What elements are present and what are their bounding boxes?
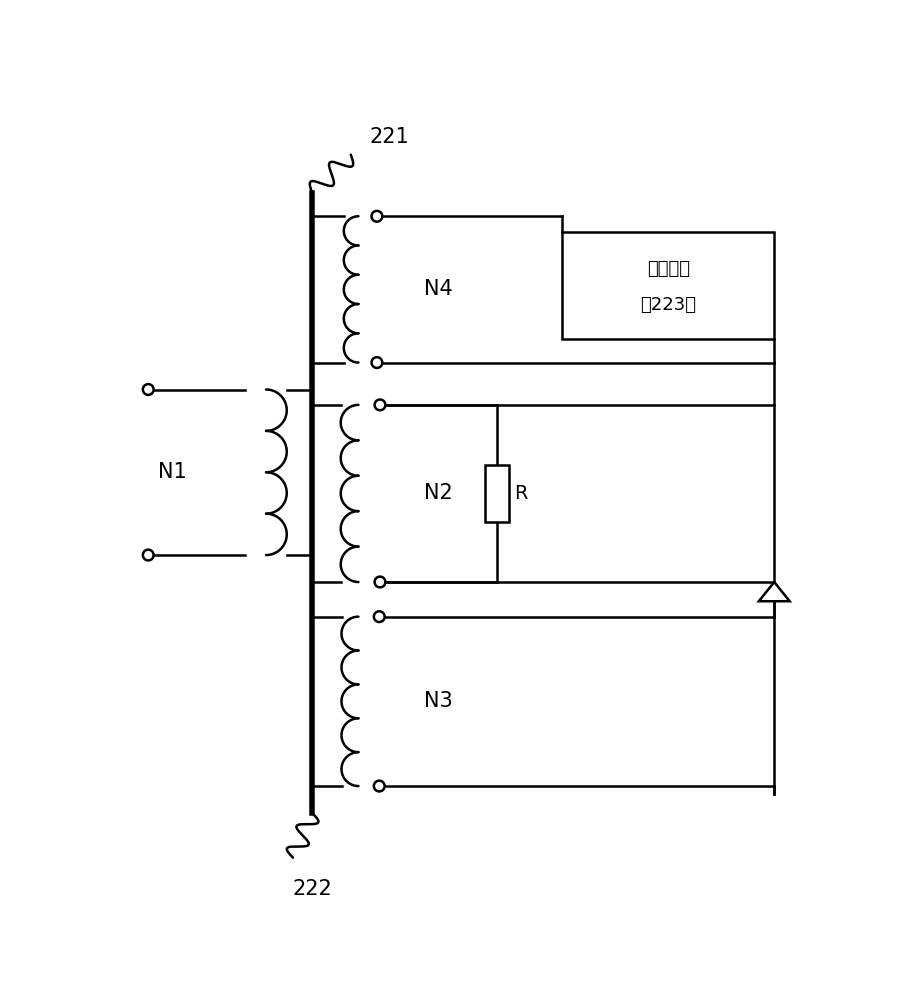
Text: 221: 221	[370, 127, 410, 147]
Circle shape	[372, 211, 383, 222]
Text: （223）: （223）	[640, 296, 696, 314]
Circle shape	[143, 384, 154, 395]
Polygon shape	[759, 582, 790, 601]
Circle shape	[372, 357, 383, 368]
Bar	[484, 465, 509, 522]
Text: 222: 222	[293, 879, 333, 899]
Circle shape	[375, 400, 385, 410]
Bar	[563, 232, 774, 339]
Circle shape	[374, 611, 385, 622]
Text: N1: N1	[158, 462, 187, 482]
Circle shape	[143, 550, 154, 560]
Text: N2: N2	[424, 483, 453, 503]
Text: 补偿电路: 补偿电路	[647, 260, 690, 278]
Circle shape	[374, 781, 385, 791]
Text: N4: N4	[424, 279, 453, 299]
Circle shape	[375, 577, 385, 587]
Text: N3: N3	[424, 691, 453, 711]
Text: R: R	[514, 484, 527, 503]
